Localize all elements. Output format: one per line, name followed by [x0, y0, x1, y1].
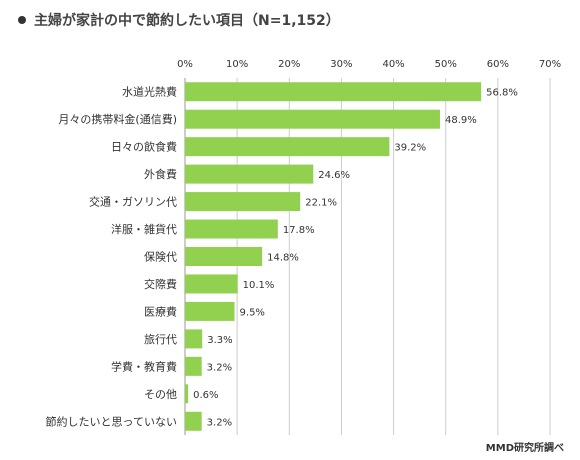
category-label: 医療費 [144, 304, 177, 318]
category-label: 保険代 [144, 250, 177, 264]
category-label: 交通・ガソリン代 [89, 195, 177, 209]
x-tick-label: 70% [539, 59, 561, 70]
category-label: 外食費 [144, 167, 177, 181]
bar [185, 247, 263, 266]
bar [185, 219, 278, 239]
category-label: 節約したいと思っていない [46, 414, 177, 428]
value-label: 3.2% [207, 362, 232, 373]
value-label: 17.8% [283, 225, 315, 236]
category-label: 日々の飲食費 [111, 140, 177, 154]
bar-layer [185, 82, 482, 431]
source-note: MMD研究所調べ [485, 443, 564, 454]
value-label: 10.1% [243, 280, 275, 291]
category-label: その他 [144, 388, 177, 401]
value-label: 24.6% [318, 170, 350, 181]
value-label: 0.6% [193, 390, 218, 401]
value-label: 14.8% [267, 253, 299, 264]
x-tick-label: 10% [226, 59, 248, 70]
value-label: 9.5% [240, 307, 265, 318]
bar [185, 411, 202, 431]
category-label: 洋服・雑貨代 [111, 222, 177, 236]
title-row: 主婦が家計の中で節約したい項目（N=1,152） [18, 8, 340, 32]
value-label: 22.1% [305, 198, 337, 209]
bar [185, 109, 440, 129]
bar [185, 329, 203, 349]
bullet-icon [18, 16, 26, 24]
category-label: 水道光熱費 [122, 85, 177, 99]
value-label: 48.9% [445, 115, 477, 126]
bar [185, 384, 189, 404]
value-label: 56.8% [486, 88, 518, 99]
x-tick-label: 20% [278, 59, 300, 70]
x-tick-label: 0% [177, 59, 193, 70]
category-label: 旅行代 [144, 332, 177, 346]
x-tick-label: 50% [435, 59, 457, 70]
bar [185, 192, 301, 212]
x-tick-label: 40% [382, 59, 404, 70]
bar [185, 356, 202, 376]
bar [185, 164, 314, 184]
tick-layer: 0% 10% 20% 30% 40% 50% 60% 70% [177, 59, 561, 70]
category-label: 学費・教育費 [111, 359, 177, 373]
value-label-layer: 56.8% 48.9% 39.2% 24.6% 22.1% 17.8% 14.8% 10.1%… [193, 88, 518, 429]
value-label: 3.2% [207, 417, 232, 428]
bar [185, 274, 238, 294]
bar [185, 137, 390, 157]
category-label: 月々の携帯料金(通信費) [58, 112, 177, 126]
category-label: 交際費 [144, 277, 177, 291]
chart-title: 主婦が家計の中で節約したい項目（N=1,152） [34, 13, 340, 29]
x-tick-label: 30% [330, 59, 352, 70]
x-tick-label: 60% [487, 59, 509, 70]
bar [185, 301, 235, 321]
value-label: 39.2% [394, 143, 426, 154]
bar [185, 82, 482, 102]
value-label: 3.3% [207, 335, 232, 346]
